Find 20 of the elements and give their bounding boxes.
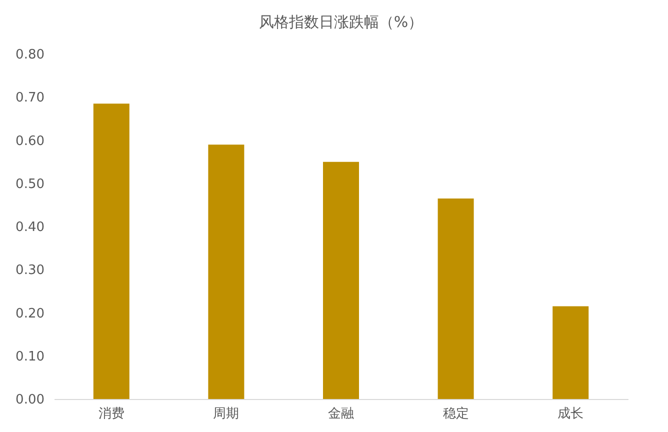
x-tick-label: 消费 xyxy=(98,406,124,422)
bar xyxy=(552,306,589,399)
y-tick-label: 0.40 xyxy=(16,220,44,235)
y-tick-label: 0.50 xyxy=(16,176,44,192)
bar xyxy=(208,144,244,399)
x-tick-label: 稳定 xyxy=(442,406,469,422)
y-tick-label: 0.30 xyxy=(16,263,44,278)
bar xyxy=(438,198,474,399)
y-tick-label: 0.70 xyxy=(16,90,44,106)
y-tick-label: 0.80 xyxy=(16,48,44,62)
bar xyxy=(323,162,359,399)
y-tick-label: 0.00 xyxy=(16,392,44,408)
y-tick-label: 0.10 xyxy=(16,349,44,364)
y-tick-label: 0.20 xyxy=(16,306,44,322)
x-tick-label: 周期 xyxy=(213,406,240,422)
x-tick-label: 金融 xyxy=(328,406,354,422)
bar xyxy=(93,104,130,399)
y-tick-label: 0.60 xyxy=(16,134,44,149)
x-tick-label: 成长 xyxy=(558,406,584,422)
chart-title: 风格指数日涨跌幅（%） xyxy=(258,13,424,31)
